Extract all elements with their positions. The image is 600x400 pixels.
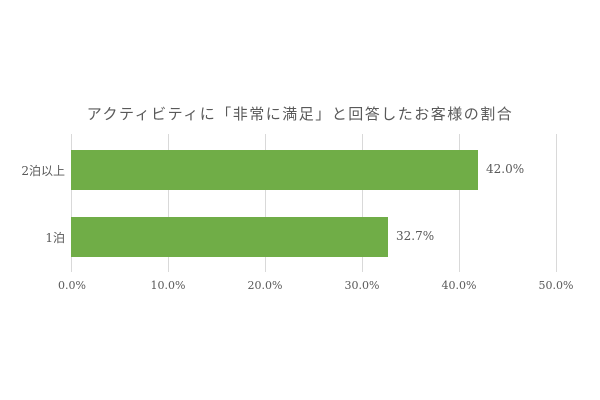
gridline-40 bbox=[459, 134, 460, 272]
plot-area bbox=[71, 134, 557, 272]
x-tick-50: 50.0% bbox=[538, 279, 574, 292]
gridline-0 bbox=[71, 134, 72, 272]
gridline-30 bbox=[362, 134, 363, 272]
x-tick-0: 0.0% bbox=[58, 279, 86, 292]
bar-1-night bbox=[71, 217, 388, 257]
value-label-2-nights-or-more: 42.0% bbox=[486, 162, 525, 176]
gridline-20 bbox=[265, 134, 266, 272]
x-tick-10: 10.0% bbox=[150, 279, 186, 292]
chart-title: アクティビティに「非常に満足」と回答したお客様の割合 bbox=[86, 105, 514, 123]
gridline-10 bbox=[168, 134, 169, 272]
x-tick-30: 30.0% bbox=[344, 279, 380, 292]
gridline-50 bbox=[556, 134, 557, 272]
value-label-1-night: 32.7% bbox=[396, 229, 435, 243]
x-tick-20: 20.0% bbox=[247, 279, 283, 292]
category-label-2-nights-or-more: 2泊以上 bbox=[21, 164, 65, 178]
x-tick-40: 40.0% bbox=[441, 279, 477, 292]
category-label-1-night: 1泊 bbox=[45, 231, 65, 245]
bar-2-nights-or-more bbox=[71, 150, 478, 190]
